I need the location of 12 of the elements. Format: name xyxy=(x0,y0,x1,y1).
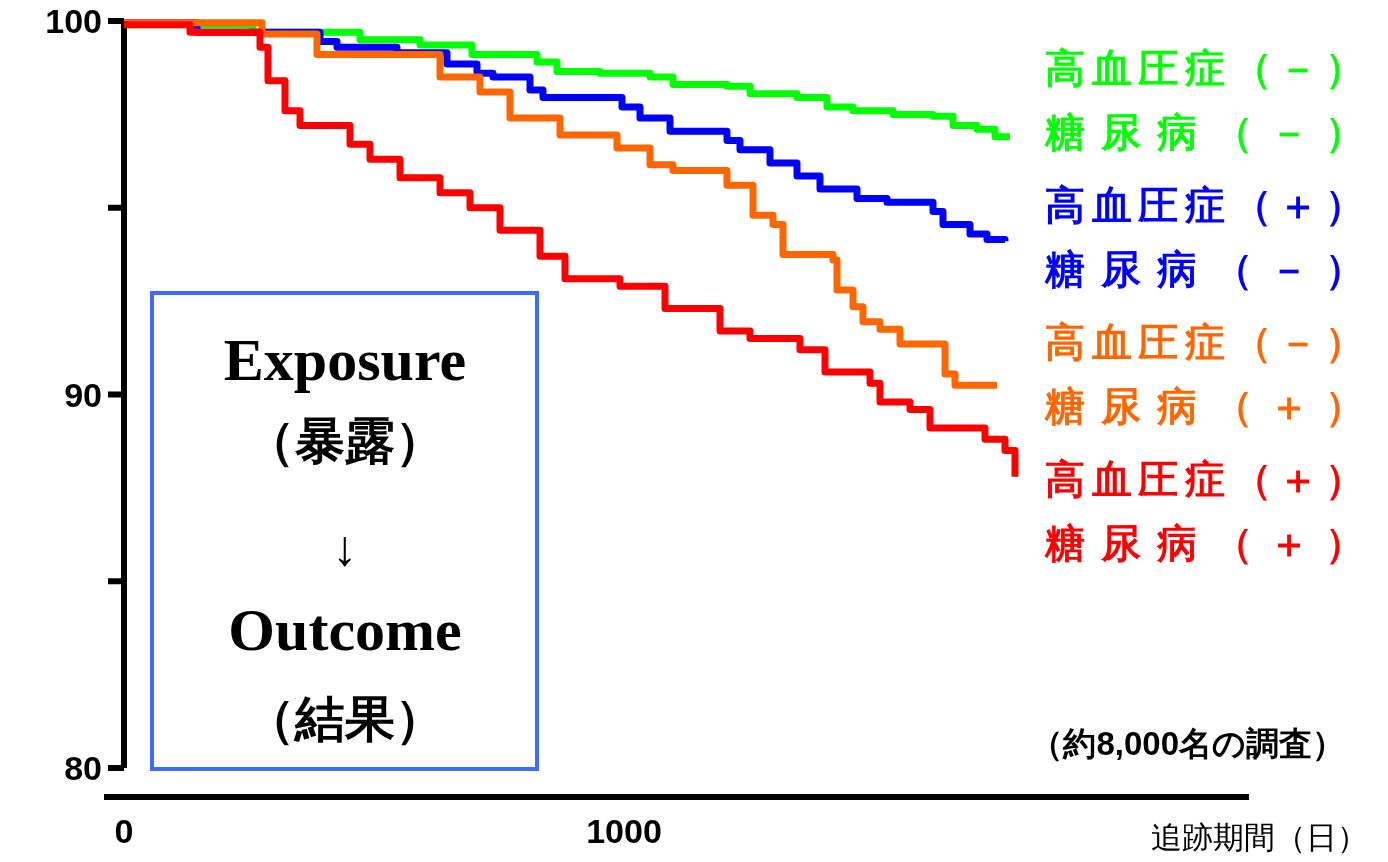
annotation: Exposure （暴露） ↓ Outcome （結果） xyxy=(223,327,467,747)
x-axis-title: 追跡期間（日） xyxy=(1151,820,1368,855)
y-tick-label: 90 xyxy=(64,375,102,414)
x-tick-label: 0 xyxy=(114,812,134,850)
series-label: 高血圧症（－）糖尿病（＋） xyxy=(1044,320,1365,428)
y-tick-label: 80 xyxy=(64,749,102,787)
annotation: （約8,000名の調査） xyxy=(1030,725,1345,762)
series-label: 高血圧症（－）糖尿病（－） xyxy=(1044,46,1365,154)
x-tick-label: 1000 xyxy=(586,812,662,850)
y-tick-label: 100 xyxy=(45,2,102,40)
series-label: 高血圧症（＋）糖尿病（＋） xyxy=(1044,457,1365,565)
series-label: 高血圧症（＋）糖尿病（－） xyxy=(1044,183,1365,291)
